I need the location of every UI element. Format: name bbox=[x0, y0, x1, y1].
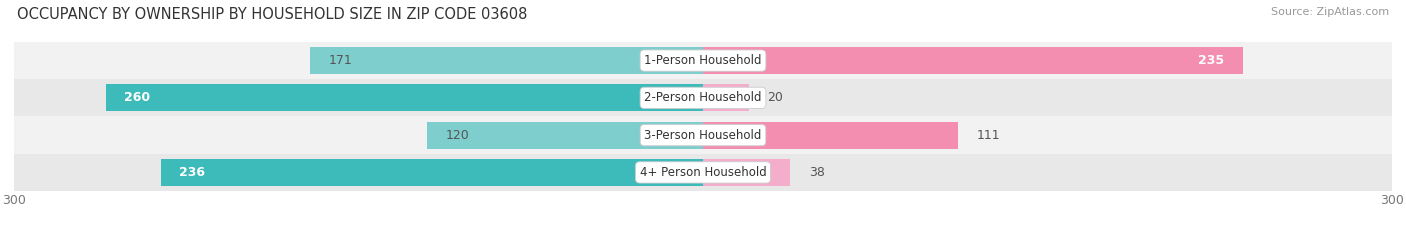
Bar bbox=[703, 159, 790, 186]
Text: 3-Person Household: 3-Person Household bbox=[644, 129, 762, 142]
Bar bbox=[14, 154, 1392, 191]
Text: 20: 20 bbox=[768, 91, 783, 104]
Text: 1-Person Household: 1-Person Household bbox=[644, 54, 762, 67]
Text: 171: 171 bbox=[329, 54, 353, 67]
Text: 120: 120 bbox=[446, 129, 470, 142]
Text: 4+ Person Household: 4+ Person Household bbox=[640, 166, 766, 179]
Bar bbox=[703, 47, 1243, 74]
Text: 2-Person Household: 2-Person Household bbox=[644, 91, 762, 104]
Text: 260: 260 bbox=[124, 91, 150, 104]
Text: 235: 235 bbox=[1198, 54, 1225, 67]
Text: Source: ZipAtlas.com: Source: ZipAtlas.com bbox=[1271, 7, 1389, 17]
Bar bbox=[703, 84, 749, 111]
Bar bbox=[105, 84, 703, 111]
Bar bbox=[14, 116, 1392, 154]
Bar bbox=[14, 42, 1392, 79]
Text: 111: 111 bbox=[976, 129, 1000, 142]
Text: 38: 38 bbox=[808, 166, 824, 179]
Bar bbox=[703, 122, 957, 149]
Bar bbox=[311, 47, 703, 74]
Text: OCCUPANCY BY OWNERSHIP BY HOUSEHOLD SIZE IN ZIP CODE 03608: OCCUPANCY BY OWNERSHIP BY HOUSEHOLD SIZE… bbox=[17, 7, 527, 22]
Bar bbox=[162, 159, 703, 186]
Text: 236: 236 bbox=[180, 166, 205, 179]
Bar bbox=[14, 79, 1392, 116]
Bar bbox=[427, 122, 703, 149]
